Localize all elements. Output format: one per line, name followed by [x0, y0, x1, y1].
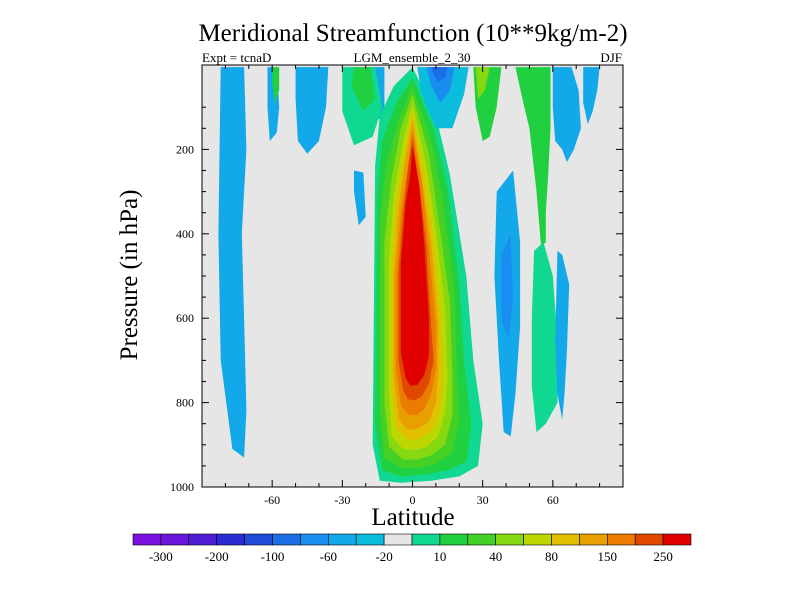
x-tick-label: -60 [264, 493, 280, 507]
colorbar-label: -60 [320, 549, 337, 564]
colorbar-swatch [383, 533, 413, 546]
colorbar: -300 -200 -100 -60 -20 10 40 80 150 250 [132, 533, 692, 564]
colorbar-swatch [439, 533, 469, 546]
colorbar-label: -200 [205, 549, 229, 564]
x-tick-label: 30 [477, 493, 489, 507]
colorbar-swatch [355, 533, 385, 546]
colorbar-swatch [216, 533, 245, 546]
contour-southern-green-sliver [272, 67, 280, 103]
contour-north-blue-polar [583, 67, 600, 125]
colorbar-swatch [188, 533, 218, 546]
x-tick-label: -30 [334, 493, 350, 507]
y-axis-label: Pressure (in hPa) [116, 190, 143, 361]
contour-ferrel-deep-blue [501, 233, 514, 340]
contour-north-blue-lower [555, 250, 570, 420]
colorbar-swatch [411, 533, 441, 546]
colorbar-swatch [551, 533, 580, 546]
colorbar-swatch [579, 533, 608, 546]
colorbar-label: 150 [598, 549, 618, 564]
plot-area [202, 65, 623, 487]
subtitle-right: DJF [600, 50, 622, 65]
x-axis-label: Latitude [371, 504, 454, 531]
x-tick-label: 60 [547, 493, 559, 507]
colorbar-label: 80 [545, 549, 558, 564]
colorbar-label: -100 [261, 549, 285, 564]
y-tick-label: 600 [176, 311, 194, 325]
colorbar-swatch [523, 533, 552, 546]
subtitle-center: LGM_ensemble_2_30 [354, 50, 471, 65]
colorbar-swatch [467, 533, 496, 546]
colorbar-label: 40 [489, 549, 502, 564]
contour-southern-jet-core [351, 67, 376, 112]
colorbar-label: 10 [433, 549, 446, 564]
colorbar-swatch [327, 533, 357, 546]
colorbar-label: -20 [375, 549, 392, 564]
chart-title: Meridional Streamfunction (10**9kg/m-2) [198, 20, 627, 47]
contour-south-small-blue [354, 170, 366, 226]
y-tick-label: 200 [176, 142, 194, 156]
contour-north-stratos-core [426, 67, 455, 103]
y-tick-label: 800 [176, 396, 194, 410]
colorbar-swatch [244, 533, 273, 546]
colorbar-swatch [662, 533, 692, 546]
colorbar-label: 250 [653, 549, 673, 564]
colorbar-swatch [606, 533, 636, 546]
contour-north-teal-column [531, 242, 558, 433]
contour-north-blue-stratos [552, 67, 581, 163]
contour-north-stratos-deep [431, 67, 448, 82]
contour-southern-upper-branch-3 [295, 67, 329, 154]
colorbar-swatch [160, 533, 190, 546]
contour-north-yellowgreen [475, 67, 490, 99]
axes: -60 -30 0 30 60 200 400 600 800 1000 [170, 64, 624, 507]
subtitle-left: Expt = tcnaD [202, 50, 271, 65]
x-tick-label: 0 [410, 493, 416, 507]
colorbar-swatch [634, 533, 664, 546]
colorbar-swatch [300, 533, 329, 546]
y-tick-label: 1000 [170, 480, 194, 494]
contour-north-green-column [515, 67, 551, 247]
colorbar-swatch [132, 533, 162, 546]
colorbar-label: -300 [149, 549, 173, 564]
y-tick-label: 400 [176, 227, 194, 241]
contour-southern-upper-branch-1 [218, 67, 247, 458]
colorbar-swatch [272, 533, 301, 546]
colorbar-swatch [495, 533, 524, 546]
contour-hadley-core [400, 145, 429, 386]
